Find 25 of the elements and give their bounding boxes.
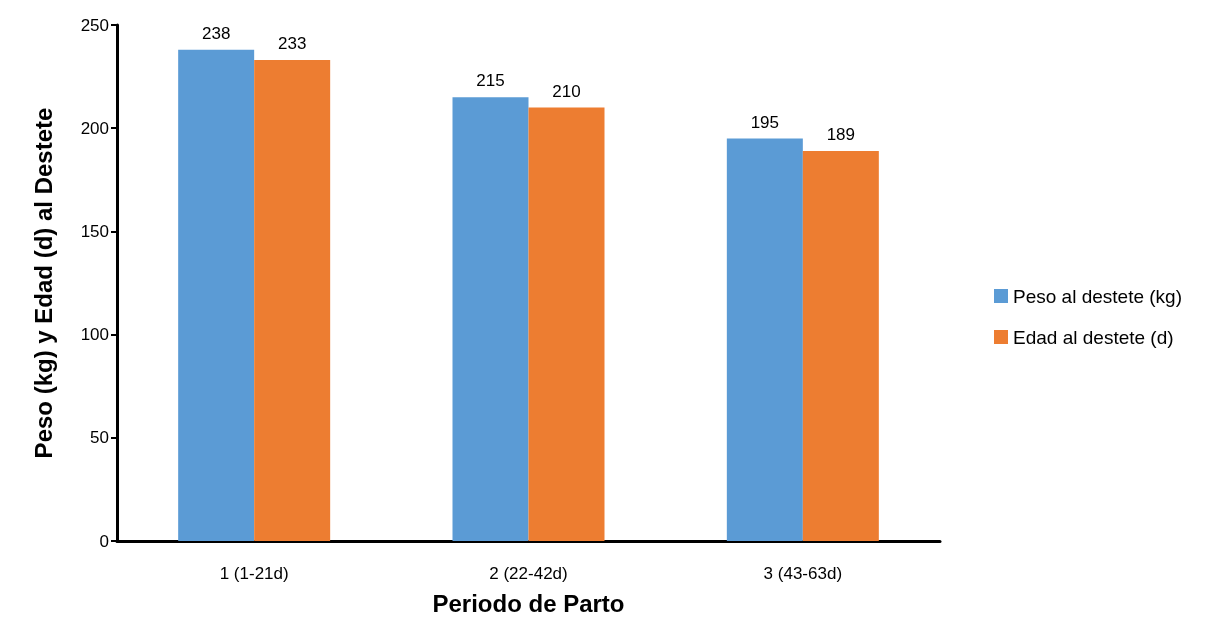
x-tick-label: 1 (1-21d) <box>219 564 289 583</box>
y-tick-label: 100 <box>80 325 109 345</box>
data-label: 195 <box>750 112 780 132</box>
x-tick-label: 2 (22-42d) <box>489 564 568 583</box>
bar <box>726 138 803 541</box>
legend-label: Edad al destete (d) <box>1013 326 1174 348</box>
y-axis-title: Peso (kg) y Edad (d) al Destete <box>29 107 57 459</box>
y-tick-label: 200 <box>80 118 109 138</box>
x-tick-label: 3 (43-63d) <box>763 564 843 583</box>
bar <box>528 107 605 541</box>
y-tick-label: 0 <box>99 531 109 551</box>
data-label: 189 <box>826 124 856 144</box>
bar <box>802 150 879 541</box>
legend-label: Peso al destete (kg) <box>1013 285 1183 307</box>
data-label: 233 <box>277 34 307 54</box>
bar <box>452 97 529 541</box>
data-label: 238 <box>201 23 231 43</box>
y-tick-label: 50 <box>90 428 109 448</box>
data-label: 215 <box>476 71 505 91</box>
bar <box>178 49 255 541</box>
y-tick-label: 150 <box>80 221 109 241</box>
y-tick-label: 250 <box>80 15 109 35</box>
x-axis-title: Periodo de Parto <box>432 589 625 617</box>
data-label: 210 <box>552 81 581 101</box>
bar <box>254 60 331 541</box>
